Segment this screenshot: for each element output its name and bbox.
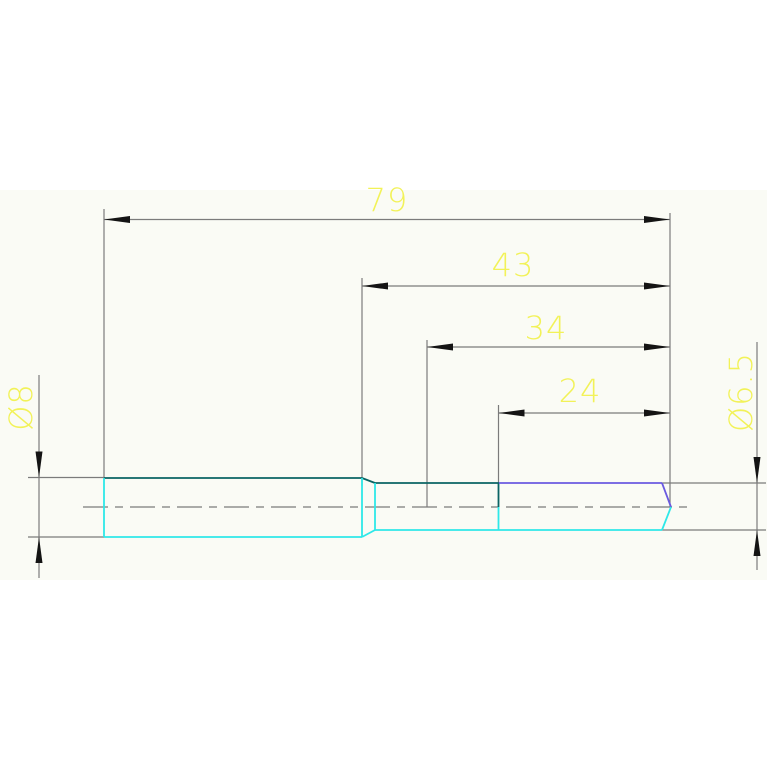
shaft-bottom-chamfer (361, 529, 376, 538)
shaft-tip-cone-top (661, 482, 672, 508)
shaft-outline (103, 477, 672, 538)
dim-value-43: 43 (491, 246, 535, 284)
shaft-tip-cone-bottom (661, 506, 672, 531)
dim-value-79: 79 (365, 181, 409, 219)
dim-value-dia6-5: Ø6.5 (722, 351, 760, 433)
extension-lines (28, 209, 766, 538)
shaft-top-chamfer (361, 477, 376, 484)
dim-value-34: 34 (524, 309, 568, 347)
dim-value-dia8: Ø8 (2, 383, 40, 431)
drawing-sheet-band (0, 190, 767, 580)
dimension-arrowheads (35, 216, 761, 563)
dimension-lines (38, 218, 758, 578)
dim-value-24: 24 (558, 372, 602, 410)
